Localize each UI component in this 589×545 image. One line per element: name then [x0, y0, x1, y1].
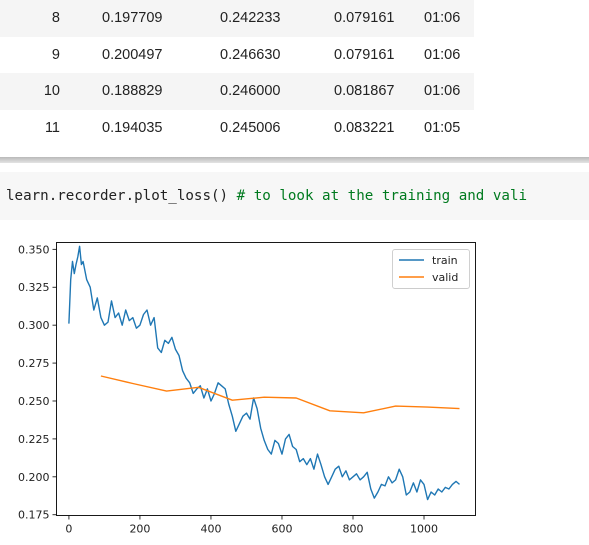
train-loss-value: 0.197709 — [102, 10, 163, 27]
loss-plot: 0 200 400 600 800 1000 0.175 0.200 0.225 0.250 0.… — [0, 232, 589, 545]
legend-label-valid: valid — [432, 271, 458, 284]
legend-label-train: train — [432, 254, 458, 267]
code-comment: # to look at the training and vali — [236, 188, 528, 204]
cell-valid-loss: 0.246630 — [220, 36, 334, 73]
plot-legend: train valid — [392, 249, 470, 289]
cell-metric: 0.081867 — [334, 73, 424, 110]
table-row: 11 0.194035 0.245006 0.083221 01:05 — [0, 109, 474, 146]
train-loss-value: 0.194035 — [102, 119, 163, 136]
y-tick-label: 0.350 — [18, 243, 50, 256]
y-axis-ticks: 0.175 0.200 0.225 0.250 0.275 0.300 0.325 0.350 — [18, 243, 57, 522]
code-cell[interactable]: learn.recorder.plot_loss() # to look at … — [0, 172, 589, 220]
cell-metric: 0.079161 — [334, 0, 424, 37]
y-tick-label: 0.200 — [18, 471, 50, 484]
code-text: learn.recorder.plot_loss() — [6, 188, 237, 204]
valid-loss-value: 0.245006 — [220, 119, 281, 136]
code-line[interactable]: learn.recorder.plot_loss() # to look at … — [6, 188, 527, 204]
valid-loss-value: 0.246000 — [220, 83, 281, 100]
cell-epoch: 11 — [0, 109, 62, 146]
series-line-train — [68, 245, 460, 501]
table-row: 8 0.197709 0.242233 0.079161 01:06 — [0, 0, 474, 37]
cell-valid-loss: 0.246000 — [220, 73, 334, 110]
cell-time: 01:06 — [424, 73, 474, 110]
loss-plot-svg: 0 200 400 600 800 1000 0.1750.2000.2250.2500.… — [18, 242, 476, 536]
valid-loss-value: 0.246630 — [220, 46, 281, 63]
y-tick-label: 0.300 — [18, 319, 50, 332]
y-tick-label: 0.225 — [18, 433, 50, 446]
cell-metric: 0.083221 — [334, 109, 424, 146]
x-tick-label: 800 — [342, 523, 363, 536]
y-tick-label: 0.275 — [18, 357, 50, 370]
cell-epoch: 9 — [0, 36, 62, 73]
time-value: 01:05 — [424, 119, 461, 136]
cell-epoch: 10 — [0, 73, 62, 110]
metric-value: 0.079161 — [334, 46, 395, 63]
cell-train-loss: 0.197709 — [62, 0, 220, 37]
cell-separator — [0, 157, 589, 163]
epoch-value: 11 — [44, 119, 60, 136]
time-value: 01:06 — [424, 46, 461, 63]
x-axis-ticks: 0 200 400 600 800 1000 — [65, 515, 438, 536]
training-results-table: 8 0.197709 0.242233 0.079161 01:06 9 0.200497 0… — [0, 0, 474, 146]
x-tick-label: 0 — [65, 523, 72, 536]
train-loss-value: 0.200497 — [102, 46, 163, 63]
x-tick-label: 400 — [200, 523, 221, 536]
cell-train-loss: 0.194035 — [62, 109, 220, 146]
cell-valid-loss: 0.245006 — [220, 109, 334, 146]
x-tick-label: 600 — [271, 523, 292, 536]
table-row: 9 0.200497 0.246630 0.079161 01:06 — [0, 36, 474, 73]
table-row: 10 0.188829 0.246000 0.081867 01:06 — [0, 73, 474, 110]
metric-value: 0.081867 — [334, 83, 395, 100]
cell-time: 01:05 — [424, 109, 474, 146]
cell-valid-loss: 0.242233 — [220, 0, 334, 37]
epoch-value: 8 — [51, 10, 60, 27]
cell-train-loss: 0.200497 — [62, 36, 220, 73]
epoch-value: 9 — [51, 46, 60, 63]
metric-value: 0.083221 — [334, 119, 395, 136]
cell-time: 01:06 — [424, 36, 474, 73]
epoch-value: 10 — [43, 83, 60, 100]
y-tick-label: 0.175 — [18, 509, 50, 522]
x-tick-label: 1000 — [410, 523, 438, 536]
series-line-valid — [100, 375, 460, 414]
cell-time: 01:06 — [424, 0, 474, 37]
x-tick-label: 200 — [129, 523, 150, 536]
cell-epoch: 8 — [0, 0, 62, 37]
time-value: 01:06 — [424, 10, 461, 27]
y-tick-label: 0.250 — [18, 395, 50, 408]
valid-loss-value: 0.242233 — [220, 10, 281, 27]
y-tick-label: 0.325 — [18, 281, 50, 294]
cell-train-loss: 0.188829 — [62, 73, 220, 110]
series-lines — [68, 245, 460, 501]
train-loss-value: 0.188829 — [102, 83, 163, 100]
time-value: 01:06 — [424, 83, 461, 100]
metric-value: 0.079161 — [334, 10, 395, 27]
cell-metric: 0.079161 — [334, 36, 424, 73]
